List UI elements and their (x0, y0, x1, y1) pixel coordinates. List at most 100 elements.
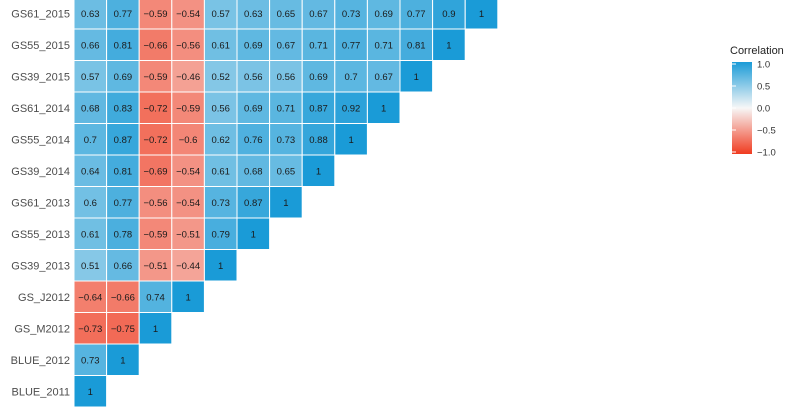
heatmap-cell (106, 28, 140, 61)
heatmap-cell (106, 154, 140, 187)
correlation-legend: Correlation 1.0 0.5 0.0 −0.5 −1.0 (730, 45, 784, 159)
cell-value-label: 0.9 (442, 9, 455, 20)
heatmap-cell (171, 123, 205, 156)
cell-value-label: 0.57 (81, 72, 100, 83)
cell-value-label: 1 (414, 72, 419, 83)
heatmap-cell (236, 123, 271, 156)
cell-value-label: 1 (283, 198, 288, 209)
heatmap-cell (301, 123, 336, 156)
heatmap-cell (138, 0, 173, 30)
cell-value-label: 0.67 (374, 72, 393, 83)
heatmap-cell (334, 28, 368, 61)
heatmap-cell (203, 28, 238, 61)
heatmap-cell (73, 123, 108, 156)
cell-value-label: 0.71 (374, 40, 393, 51)
heatmap-cell (301, 0, 336, 30)
cell-value-label: −0.66 (143, 40, 167, 51)
row-label-gs-m2012: GS_M2012 (14, 323, 70, 335)
heatmap-cell (73, 280, 108, 313)
heatmap-cell (106, 0, 140, 30)
cell-value-label: 0.81 (114, 40, 133, 51)
cell-value-label: 0.83 (114, 103, 133, 114)
cell-value-label: 0.65 (277, 9, 296, 20)
cell-value-label: −0.6 (179, 135, 198, 146)
cell-value-label: 0.76 (244, 135, 263, 146)
heatmap-cell (106, 123, 140, 156)
heatmap-cell (236, 0, 271, 30)
row-label-gs39-2013: GS39_2013 (11, 260, 70, 272)
cell-value-label: 1 (348, 135, 353, 146)
heatmap-cell (269, 60, 303, 93)
cell-value-label: 0.73 (81, 355, 100, 366)
heatmap-cell (138, 217, 173, 250)
heatmap-cell (171, 249, 205, 282)
heatmap-cell (171, 186, 205, 219)
cell-value-label: −0.44 (176, 261, 200, 272)
cell-value-label: 1 (185, 292, 190, 303)
cell-value-label: 0.69 (244, 40, 263, 51)
heatmap-cell (73, 249, 108, 282)
cell-value-label: −0.66 (111, 292, 135, 303)
row-label-blue-2011: BLUE_2011 (11, 386, 70, 398)
cell-value-label: 0.61 (211, 166, 230, 177)
cell-value-label: 1 (218, 261, 223, 272)
heatmap-cell (203, 0, 238, 30)
heatmap-cell (138, 312, 173, 345)
cell-value-label: 0.81 (407, 40, 426, 51)
cell-value-label: −0.75 (111, 324, 135, 335)
cell-value-label: −0.72 (143, 103, 167, 114)
cell-value-label: 0.67 (277, 40, 296, 51)
heatmap-cell (366, 28, 401, 61)
cell-value-label: 0.56 (211, 103, 230, 114)
cell-value-label: 0.77 (342, 40, 361, 51)
heatmap-cell (106, 249, 140, 282)
row-label-gs55-2013: GS55_2013 (11, 229, 70, 241)
cell-value-label: 0.71 (309, 40, 328, 51)
legend-colorbar (732, 62, 752, 154)
cell-value-label: 0.73 (342, 9, 361, 20)
cell-value-label: 1 (381, 103, 386, 114)
heatmap-cell (464, 0, 499, 30)
legend-tick-label: −1.0 (757, 148, 776, 159)
cell-value-label: 0.7 (344, 72, 357, 83)
cell-value-label: 0.68 (81, 103, 100, 114)
heatmap-cell (203, 186, 238, 219)
cell-value-label: −0.54 (176, 9, 200, 20)
row-label-gs61-2015: GS61_2015 (11, 8, 70, 20)
heatmap-cell (269, 28, 303, 61)
heatmap-cell (432, 28, 466, 61)
cell-value-label: 0.92 (342, 103, 361, 114)
cell-value-label: 0.77 (407, 9, 426, 20)
cell-value-label: −0.73 (78, 324, 102, 335)
cell-value-label: −0.59 (176, 103, 200, 114)
cell-value-label: −0.59 (143, 72, 167, 83)
heatmap-cell (106, 186, 140, 219)
cell-value-label: −0.54 (176, 166, 200, 177)
cell-value-label: 0.51 (81, 261, 100, 272)
heatmap-cell (301, 154, 336, 187)
cell-value-label: 0.66 (81, 40, 100, 51)
cell-value-label: −0.59 (143, 229, 167, 240)
heatmap-cell (366, 0, 401, 30)
cell-value-label: 0.63 (244, 9, 263, 20)
heatmap-cell (269, 186, 303, 219)
heatmap-cell (334, 123, 368, 156)
cell-value-label: 0.64 (81, 166, 100, 177)
cell-value-label: 1 (120, 355, 125, 366)
heatmap-cell (301, 28, 336, 61)
cell-value-label: 0.71 (277, 103, 296, 114)
cell-value-label: 0.57 (211, 9, 230, 20)
heatmap-cell (73, 154, 108, 187)
heatmap-cell (203, 123, 238, 156)
cell-value-label: −0.56 (176, 40, 200, 51)
row-label-gs55-2015: GS55_2015 (11, 40, 70, 52)
cell-value-label: 0.79 (211, 229, 230, 240)
cell-value-label: 0.7 (84, 135, 97, 146)
heatmap-cell (171, 280, 205, 313)
heatmap-cell (236, 217, 271, 250)
cell-value-label: 0.87 (244, 198, 263, 209)
cell-value-label: 0.87 (309, 103, 328, 114)
cell-value-label: −0.51 (176, 229, 200, 240)
heatmap-cell (269, 0, 303, 30)
